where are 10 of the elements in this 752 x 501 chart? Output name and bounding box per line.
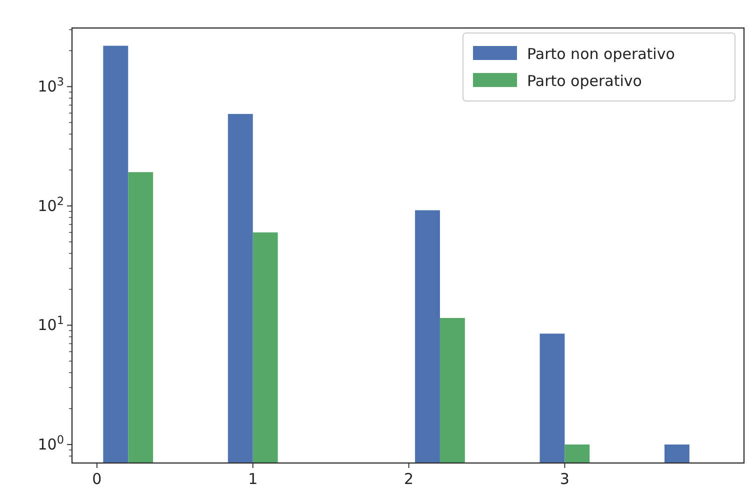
x-tick-label: 1: [248, 470, 258, 488]
x-tick-label: 2: [404, 470, 414, 488]
y-tick-label: 10$^{2}$: [38, 194, 64, 215]
y-tick-label: 10$^{0}$: [38, 433, 64, 454]
x-tick-label: 0: [92, 470, 102, 488]
x-tick-label: 3: [560, 470, 570, 488]
y-tick-label: 10$^{1}$: [38, 314, 64, 334]
legend-label: Parto operativo: [527, 72, 642, 90]
y-tick-label: 10$^{3}$: [38, 75, 64, 96]
legend-label: Parto non operativo: [527, 45, 675, 63]
